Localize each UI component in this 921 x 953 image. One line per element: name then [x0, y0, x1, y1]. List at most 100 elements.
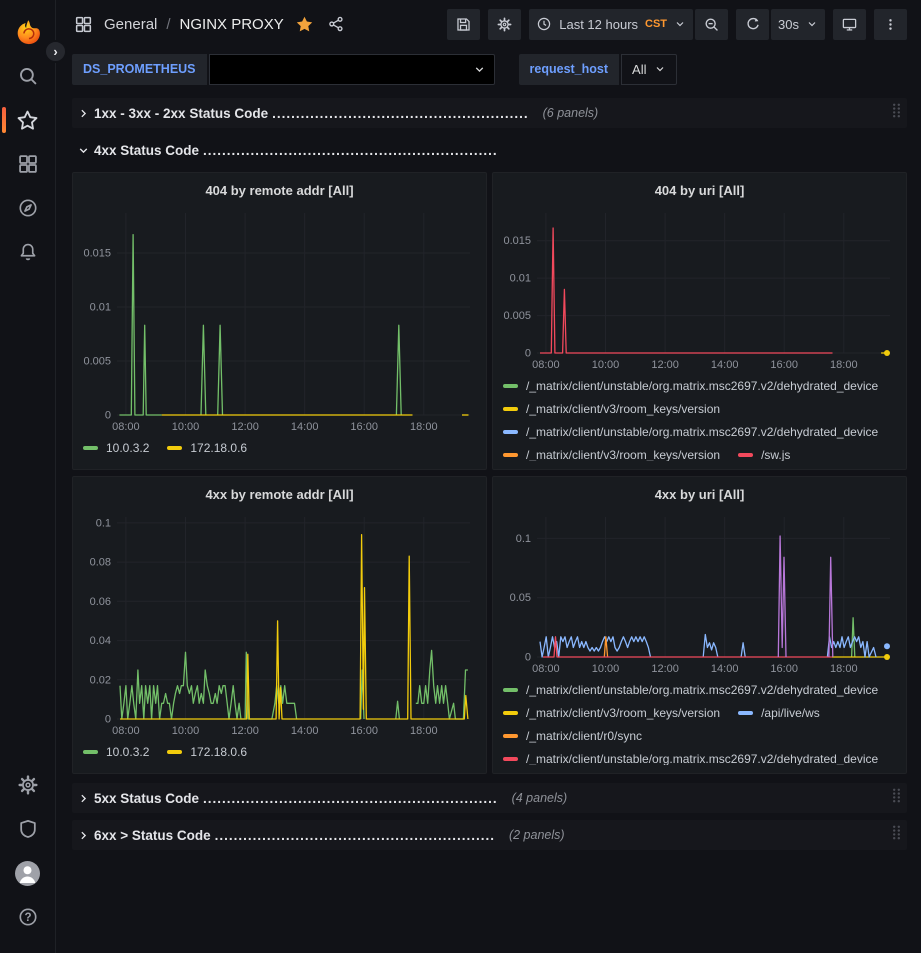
dashboard-settings-button[interactable]: [488, 8, 522, 40]
panel-title[interactable]: 404 by remote addr [All]: [205, 182, 354, 198]
sidebar-item-alerting[interactable]: [0, 230, 56, 274]
legend-item[interactable]: /_matrix/client/v3/room_keys/version: [503, 706, 720, 720]
legend-swatch: [167, 446, 183, 450]
timeseries-chart[interactable]: 0 0.05 0.1 08:00 10:00 12:00 14:00 16:00 18:00: [501, 507, 898, 677]
legend-swatch: [503, 384, 518, 388]
row-drag-handle[interactable]: [892, 825, 901, 845]
breadcrumb: General / NGINX PROXY: [72, 13, 347, 36]
sidebar-expand-button[interactable]: ›: [44, 40, 67, 63]
row-title-leader: ........................................…: [272, 105, 529, 121]
panel-title[interactable]: 4xx by remote addr [All]: [205, 486, 354, 502]
legend-item[interactable]: 10.0.3.2: [83, 441, 149, 455]
request-host-variable-select[interactable]: All: [621, 53, 678, 85]
row-title-leader: ........................................…: [214, 827, 495, 843]
legend-item[interactable]: 172.18.0.6: [167, 745, 247, 759]
svg-text:16:00: 16:00: [350, 725, 378, 737]
row-header-1xx-3xx-2xx[interactable]: 1xx - 3xx - 2xx Status Code ............…: [72, 98, 907, 128]
svg-text:18:00: 18:00: [410, 725, 438, 737]
datasource-variable-select[interactable]: [208, 53, 495, 85]
row-header-5xx[interactable]: 5xx Status Code ........................…: [72, 783, 907, 813]
page-title[interactable]: NGINX PROXY: [179, 15, 284, 33]
breadcrumb-folder[interactable]: General: [104, 15, 158, 33]
panel-title[interactable]: 404 by uri [All]: [654, 182, 745, 198]
time-range-label: Last 12 hours: [559, 16, 639, 32]
panel-4xx-by-uri: 4xx by uri [All] 0 0.05 0.1 08:00 10:00 12:00…: [492, 476, 907, 774]
chevron-down-icon: [808, 22, 816, 27]
svg-text:0.1: 0.1: [516, 533, 531, 545]
dashboard-header: General / NGINX PROXY: [56, 0, 921, 48]
grafana-logo[interactable]: [0, 10, 56, 54]
svg-text:0: 0: [525, 348, 531, 360]
legend-item[interactable]: /api/live/ws: [738, 706, 820, 720]
grafana-logo-icon: [17, 19, 40, 44]
clock-icon: [538, 17, 551, 31]
time-range-picker[interactable]: Last 12 hours CST: [529, 8, 694, 40]
legend-item[interactable]: /_matrix/client/unstable/org.matrix.msc2…: [503, 425, 878, 439]
legend-item[interactable]: /_matrix/client/unstable/org.matrix.msc2…: [503, 683, 878, 697]
legend-item[interactable]: /_matrix/client/v3/room_keys/version: [503, 448, 720, 461]
request-host-value: All: [632, 61, 647, 77]
legend-item[interactable]: 172.18.0.6: [167, 441, 247, 455]
sidebar-item-help[interactable]: ?: [0, 895, 56, 939]
apps-grid-icon: [72, 13, 95, 36]
row-drag-handle[interactable]: [892, 103, 901, 123]
refresh-button[interactable]: [736, 8, 770, 40]
legend-item[interactable]: /_matrix/client/v3/room_keys/version: [503, 402, 720, 416]
legend-item[interactable]: /_matrix/client/unstable/org.matrix.msc2…: [503, 752, 878, 765]
share-button[interactable]: [325, 13, 347, 35]
svg-text:16:00: 16:00: [770, 663, 798, 675]
svg-text:18:00: 18:00: [830, 663, 858, 675]
sidebar-item-dashboards[interactable]: [0, 142, 56, 186]
legend-item[interactable]: /_matrix/client/r0/sync: [503, 729, 642, 743]
sidebar-item-explore[interactable]: [0, 186, 56, 230]
svg-text:18:00: 18:00: [830, 359, 858, 371]
svg-text:18:00: 18:00: [410, 421, 438, 433]
timeseries-chart[interactable]: 0 0.005 0.01 0.015 08:00 10:00 12:00 14:00 16:00…: [501, 203, 898, 373]
tv-mode-button[interactable]: [833, 8, 866, 40]
more-options-button[interactable]: [874, 8, 907, 40]
sidebar-item-starred[interactable]: [0, 98, 56, 142]
panel-grid: 404 by remote addr [All] 0 0.005 0.01 0.015…: [72, 172, 907, 774]
sidebar: ›: [0, 0, 67, 953]
row-drag-handle[interactable]: [892, 788, 901, 808]
legend-label: 10.0.3.2: [106, 441, 150, 455]
legend-swatch: [503, 734, 518, 738]
legend-label: /_matrix/client/unstable/org.matrix.msc2…: [526, 752, 879, 765]
refresh-interval-picker[interactable]: 30s: [771, 8, 825, 40]
time-picker-group: Last 12 hours CST: [529, 8, 729, 40]
row-title-leader: ........................................…: [203, 790, 498, 806]
sidebar-item-server-admin[interactable]: [0, 807, 56, 851]
chevron-down-icon: [676, 22, 684, 27]
favorite-star-button[interactable]: [293, 13, 316, 36]
legend-swatch: [738, 453, 754, 457]
compass-icon: [18, 199, 37, 217]
sidebar-item-search[interactable]: [0, 54, 56, 98]
timeseries-chart[interactable]: 0 0.02 0.04 0.06 0.08 0.1 08:00 10:00 12:00 14:00…: [81, 507, 478, 739]
row-header-4xx[interactable]: 4xx Status Code ........................…: [72, 135, 907, 165]
svg-text:0.02: 0.02: [90, 674, 111, 686]
panel-4xx-by-remote-addr: 4xx by remote addr [All] 0 0.02 0.04 0.06 0.…: [72, 476, 487, 774]
row-header-6xx[interactable]: 6xx > Status Code ......................…: [72, 820, 907, 850]
legend-item[interactable]: 10.0.3.2: [83, 745, 149, 759]
share-icon: [328, 16, 343, 32]
chart-legend: /_matrix/client/unstable/org.matrix.msc2…: [501, 373, 898, 461]
breadcrumb-separator: /: [166, 15, 171, 33]
refresh-interval-label: 30s: [778, 16, 799, 32]
shield-icon: [19, 819, 36, 838]
sidebar-item-configuration[interactable]: [0, 763, 56, 807]
legend-item[interactable]: /sw.js: [738, 448, 790, 461]
svg-text:0: 0: [105, 714, 111, 726]
legend-label: /_matrix/client/r0/sync: [526, 729, 643, 743]
legend-item[interactable]: /_matrix/client/unstable/org.matrix.msc2…: [503, 379, 878, 393]
zoom-out-time-button[interactable]: [695, 8, 729, 40]
sidebar-item-profile[interactable]: [0, 851, 56, 895]
svg-text:14:00: 14:00: [291, 725, 319, 737]
zoom-out-icon: [705, 17, 718, 31]
timeseries-chart[interactable]: 0 0.005 0.01 0.015 08:00 10:00 12:00 14:00 16:00…: [81, 203, 478, 435]
svg-text:08:00: 08:00: [532, 663, 560, 675]
save-dashboard-button[interactable]: [447, 8, 481, 40]
svg-text:0.015: 0.015: [503, 235, 531, 247]
panel-title[interactable]: 4xx by uri [All]: [654, 486, 745, 502]
variables-bar: DS_PROMETHEUS request_host All: [56, 48, 921, 90]
legend-label: 10.0.3.2: [106, 745, 150, 759]
